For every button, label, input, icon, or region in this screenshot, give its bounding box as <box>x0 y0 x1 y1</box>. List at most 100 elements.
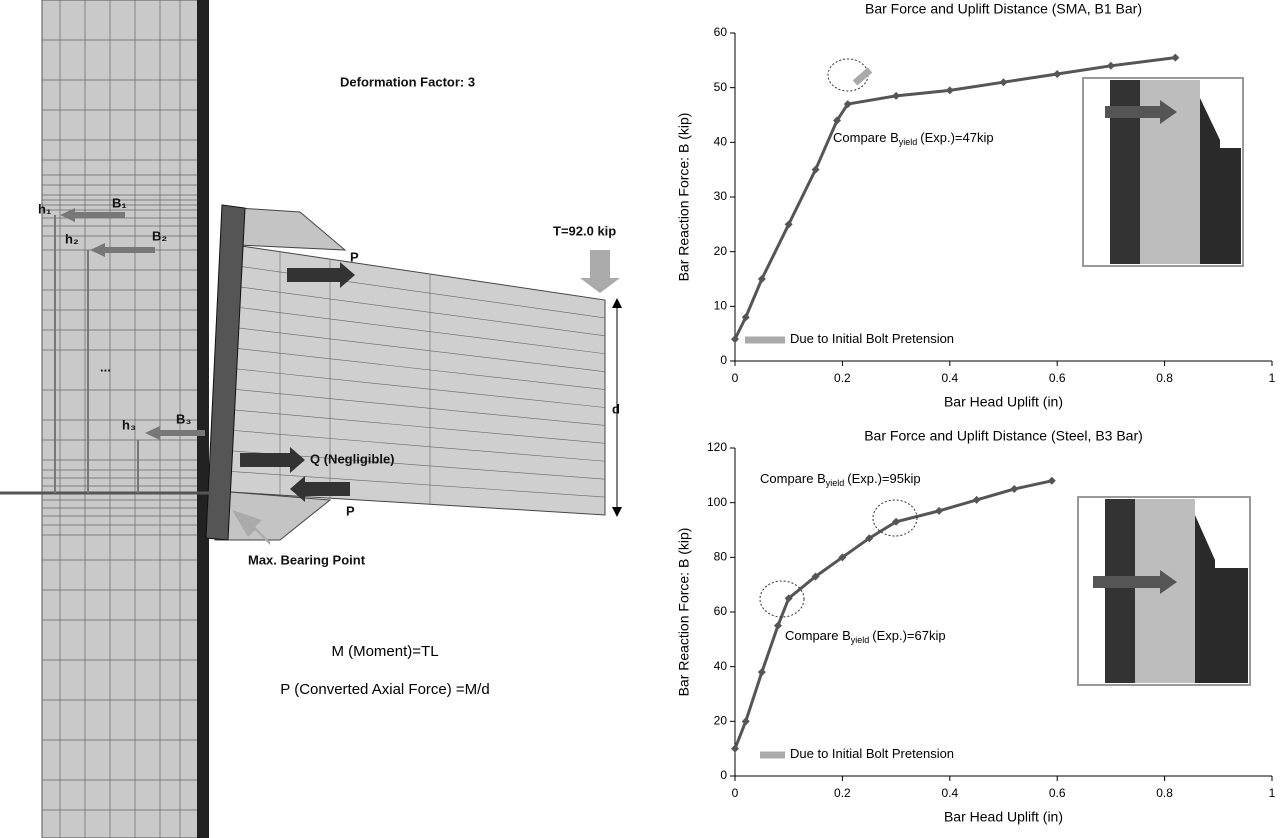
data-point <box>945 86 954 95</box>
y-tick-label: 20 <box>714 244 728 258</box>
data-point <box>838 553 847 562</box>
label: T=92.0 kip <box>553 223 616 238</box>
inset-beam <box>1195 515 1248 683</box>
data-point <box>811 165 820 174</box>
label: P <box>350 249 359 264</box>
label: Deformation Factor: 3 <box>340 74 475 89</box>
label: h₁ <box>38 201 51 216</box>
y-tick-label: 60 <box>714 25 728 39</box>
label: P (Converted Axial Force) =M/d <box>280 681 489 698</box>
annotation-sub: yield <box>826 478 845 488</box>
inset-beam <box>1200 98 1241 264</box>
label: Q (Negligible) <box>310 451 395 466</box>
mesh-line <box>230 471 606 498</box>
data-point <box>892 517 901 526</box>
x-tick-label: 0.6 <box>1049 786 1066 800</box>
arrow <box>145 426 205 440</box>
arrow <box>60 208 125 222</box>
data-point <box>757 668 766 677</box>
mesh-line <box>232 347 606 390</box>
y-axis-label: Bar Reaction Force: B (kip) <box>676 113 692 282</box>
y-tick-label: 0 <box>720 768 727 782</box>
annotation-rest: (Exp.)=67kip <box>872 628 945 643</box>
mesh-line <box>233 306 606 355</box>
annotation-rest: (Exp.)=47kip <box>920 130 993 145</box>
y-tick-label: 20 <box>714 714 728 728</box>
data-point <box>741 717 750 726</box>
y-axis-label: Bar Reaction Force: B (kip) <box>676 528 692 697</box>
data-point <box>784 220 793 229</box>
label: B₃ <box>176 411 191 426</box>
x-tick-label: 0.2 <box>834 371 851 385</box>
annotation: Compare Byield (Exp.)=47kip <box>833 130 994 147</box>
annotation-text: Compare B <box>785 628 851 643</box>
y-tick-label: 80 <box>714 550 728 564</box>
data-point <box>757 275 766 283</box>
annotation: Due to Initial Bolt Pretension <box>790 331 954 346</box>
data-point <box>972 495 981 504</box>
annotation: Compare Byield (Exp.)=95kip <box>760 471 921 488</box>
label: h₂ <box>65 231 79 246</box>
data-point <box>811 572 820 581</box>
inset <box>1077 77 1251 686</box>
arrow-bearing <box>232 510 270 545</box>
x-axis-label: Bar Head Uplift (in) <box>944 809 1063 825</box>
annotation: Due to Initial Bolt Pretension <box>790 746 954 761</box>
x-tick-label: 0.2 <box>834 786 851 800</box>
label: B₂ <box>152 228 167 243</box>
data-point <box>935 506 944 515</box>
annotation: Compare Byield (Exp.)=67kip <box>785 628 946 645</box>
x-tick-label: 1 <box>1269 371 1276 385</box>
inset-flange <box>1105 499 1135 683</box>
y-tick-label: 60 <box>714 604 728 618</box>
data-point <box>892 91 901 100</box>
data-point <box>784 594 793 603</box>
x-axis-label: Bar Head Uplift (in) <box>944 394 1063 410</box>
pointer-arrow <box>852 67 873 86</box>
annotation-text: Due to Initial Bolt Pretension <box>790 331 954 346</box>
data-point <box>999 78 1008 87</box>
label: d <box>612 401 620 416</box>
beam-mesh <box>230 251 606 505</box>
label: h₃ <box>122 417 136 432</box>
y-tick-label: 40 <box>714 135 728 149</box>
data-point <box>1106 61 1115 70</box>
chart-title: Bar Force and Uplift Distance (Steel, B3… <box>864 428 1143 444</box>
data-point <box>741 313 750 322</box>
arrow-q <box>240 447 305 473</box>
mesh-line <box>231 409 606 444</box>
mesh-line <box>232 368 606 408</box>
data-point <box>773 621 782 630</box>
x-tick-label: 0 <box>732 786 739 800</box>
x-tick-label: 0.4 <box>941 786 958 800</box>
x-tick-label: 1 <box>1269 786 1276 800</box>
inset-arrow <box>1093 570 1177 594</box>
data-point <box>1047 476 1056 485</box>
mesh-line <box>231 429 606 462</box>
data-point <box>833 116 842 125</box>
data-point <box>731 335 739 344</box>
haunch-bottom <box>214 491 332 541</box>
data-point <box>843 100 852 109</box>
x-tick-label: 0 <box>732 371 739 385</box>
highlight <box>872 499 918 537</box>
x-tick-label: 0.6 <box>1049 371 1066 385</box>
end-plate <box>205 204 246 541</box>
arrowhead <box>612 507 622 517</box>
data-point <box>731 744 739 753</box>
mesh-line <box>232 388 606 426</box>
haunch-top <box>237 207 347 251</box>
x-tick-label: 0.8 <box>1156 371 1173 385</box>
arrow <box>90 243 155 257</box>
chart-title: Bar Force and Uplift Distance (SMA, B1 B… <box>865 1 1142 17</box>
data-point <box>865 534 874 543</box>
data-point <box>1010 485 1019 493</box>
highlight <box>759 580 805 618</box>
data-point <box>1171 53 1180 62</box>
column-mesh <box>42 0 197 838</box>
y-tick-label: 120 <box>707 440 727 454</box>
data-point <box>1053 70 1062 78</box>
x-tick-label: 0.8 <box>1156 786 1173 800</box>
